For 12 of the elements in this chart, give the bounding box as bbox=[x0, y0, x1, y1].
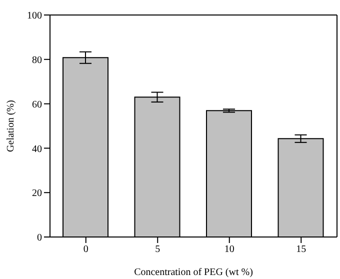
y-tick-label: 60 bbox=[32, 99, 42, 110]
x-tick-label: 15 bbox=[296, 244, 306, 256]
y-tick-label: 100 bbox=[27, 10, 42, 22]
x-tick-label: 0 bbox=[83, 244, 88, 256]
x-axis-title: Concentration of PEG (wt %) bbox=[134, 267, 253, 278]
y-tick-label: 0 bbox=[37, 232, 42, 244]
y-tick-label: 80 bbox=[32, 54, 42, 66]
y-tick-label: 20 bbox=[32, 188, 42, 200]
y-tick-label: 40 bbox=[32, 144, 42, 155]
x-tick-label: 5 bbox=[155, 244, 160, 256]
x-tick-label: 10 bbox=[224, 244, 234, 256]
y-axis-title: Gelation (%) bbox=[6, 100, 17, 152]
